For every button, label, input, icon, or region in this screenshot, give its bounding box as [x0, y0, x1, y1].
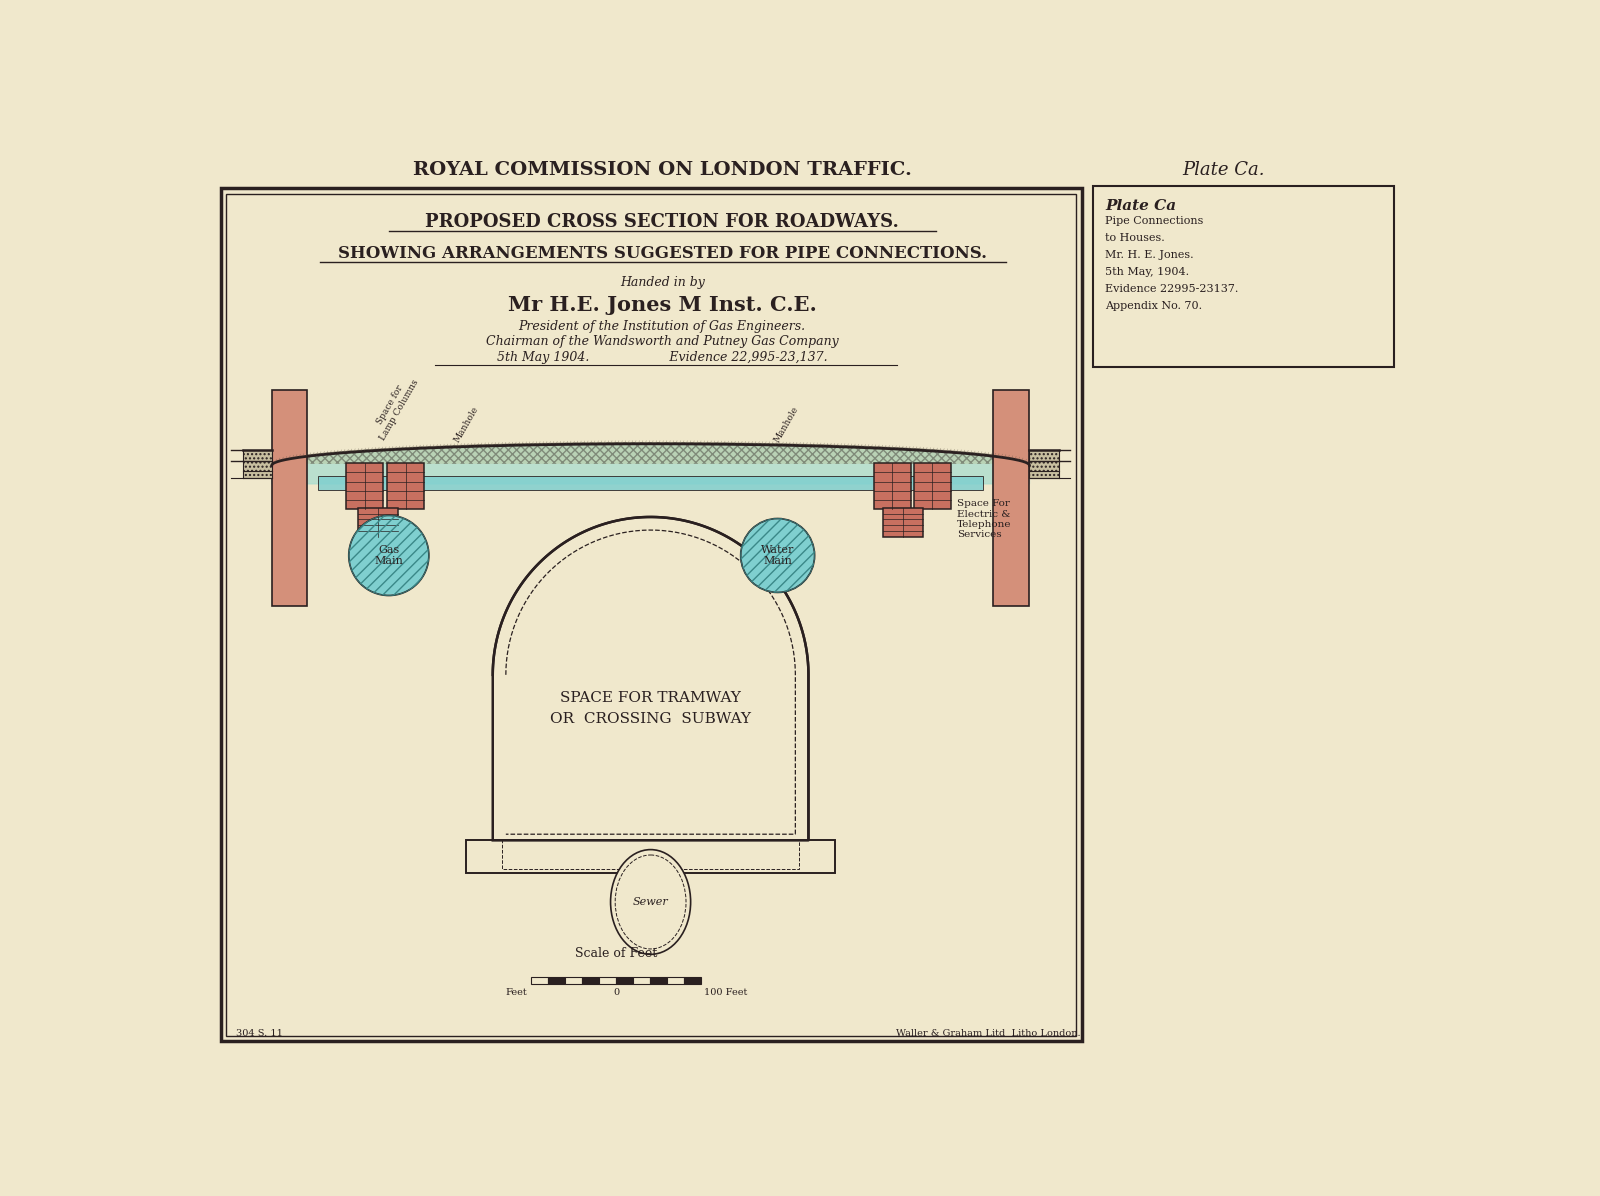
Bar: [914, 463, 950, 509]
Text: Feet: Feet: [506, 988, 528, 997]
Ellipse shape: [611, 849, 691, 954]
Text: Waller & Graham Litd  Litho London.: Waller & Graham Litd Litho London.: [896, 1030, 1080, 1038]
Text: SHOWING ARRANGEMENTS SUGGESTED FOR PIPE CONNECTIONS.: SHOWING ARRANGEMENTS SUGGESTED FOR PIPE …: [338, 245, 987, 262]
Bar: [387, 463, 424, 509]
Text: to Houses.: to Houses.: [1106, 233, 1165, 243]
Bar: [221, 188, 1082, 1042]
Bar: [650, 977, 667, 983]
Bar: [1093, 185, 1394, 367]
Bar: [318, 476, 984, 490]
Text: 0: 0: [613, 988, 619, 997]
Text: Plate Ca.: Plate Ca.: [1182, 160, 1264, 178]
Text: Mr H.E. Jones M Inst. C.E.: Mr H.E. Jones M Inst. C.E.: [507, 295, 816, 316]
Text: Space For
Electric &
Telephone
Services: Space For Electric & Telephone Services: [957, 499, 1011, 539]
Bar: [243, 450, 272, 478]
Text: 5th May, 1904.: 5th May, 1904.: [1106, 267, 1189, 276]
Bar: [272, 390, 307, 605]
Text: Evidence 22995-23137.: Evidence 22995-23137.: [1106, 283, 1238, 294]
Text: Handed in by: Handed in by: [619, 276, 704, 289]
Text: Mr. H. E. Jones.: Mr. H. E. Jones.: [1106, 250, 1194, 260]
Text: ROYAL COMMISSION ON LONDON TRAFFIC.: ROYAL COMMISSION ON LONDON TRAFFIC.: [413, 160, 912, 178]
Text: 100 Feet: 100 Feet: [704, 988, 747, 997]
Bar: [667, 977, 683, 983]
Bar: [347, 463, 384, 509]
Text: Sewer: Sewer: [632, 897, 669, 907]
Text: SPACE FOR TRAMWAY: SPACE FOR TRAMWAY: [560, 691, 741, 704]
Bar: [502, 841, 800, 868]
Bar: [683, 977, 701, 983]
Polygon shape: [272, 444, 1029, 484]
Bar: [598, 977, 616, 983]
Text: Plate Ca: Plate Ca: [1106, 199, 1176, 213]
Text: Pipe Connections: Pipe Connections: [1106, 216, 1203, 226]
Text: President of the Institution of Gas Engineers.: President of the Institution of Gas Engi…: [518, 321, 806, 334]
Text: Chairman of the Wandsworth and Putney Gas Company: Chairman of the Wandsworth and Putney Ga…: [486, 335, 838, 348]
Bar: [565, 977, 582, 983]
Text: 304 S. 11: 304 S. 11: [237, 1030, 283, 1038]
Text: Space for
Lamp Columns: Space for Lamp Columns: [370, 373, 421, 443]
Text: Appendix No. 70.: Appendix No. 70.: [1106, 300, 1202, 311]
Ellipse shape: [614, 855, 686, 948]
Bar: [358, 508, 398, 537]
Bar: [874, 463, 910, 509]
Text: OR  CROSSING  SUBWAY: OR CROSSING SUBWAY: [550, 713, 750, 726]
Circle shape: [741, 519, 814, 592]
Circle shape: [349, 515, 429, 596]
Polygon shape: [493, 517, 808, 841]
Bar: [616, 977, 634, 983]
Bar: [1029, 450, 1059, 478]
Text: 5th May 1904.                    Evidence 22,995-23,137.: 5th May 1904. Evidence 22,995-23,137.: [498, 352, 827, 364]
Text: Manhole: Manhole: [451, 404, 480, 444]
Polygon shape: [272, 443, 1029, 464]
Bar: [883, 508, 923, 537]
Bar: [466, 841, 835, 873]
Polygon shape: [506, 530, 795, 835]
Bar: [549, 977, 565, 983]
Bar: [226, 194, 1077, 1036]
Bar: [994, 390, 1029, 605]
Bar: [531, 977, 549, 983]
Text: PROPOSED CROSS SECTION FOR ROADWAYS.: PROPOSED CROSS SECTION FOR ROADWAYS.: [426, 213, 899, 231]
Text: Scale of Feet: Scale of Feet: [574, 947, 658, 959]
Text: Water
Main: Water Main: [762, 544, 794, 566]
Bar: [634, 977, 650, 983]
Text: Gas
Main: Gas Main: [374, 544, 403, 566]
Text: Manhole: Manhole: [773, 404, 800, 444]
Bar: [582, 977, 598, 983]
